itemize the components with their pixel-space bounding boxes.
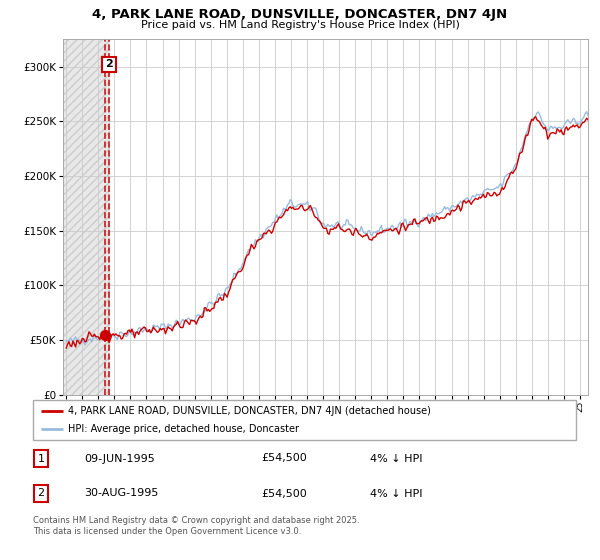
FancyBboxPatch shape [33, 400, 576, 440]
Text: 09-JUN-1995: 09-JUN-1995 [85, 454, 155, 464]
Text: 2: 2 [38, 488, 45, 498]
Text: 1: 1 [38, 454, 44, 464]
Text: 4, PARK LANE ROAD, DUNSVILLE, DONCASTER, DN7 4JN (detached house): 4, PARK LANE ROAD, DUNSVILLE, DONCASTER,… [68, 406, 431, 416]
Text: 2: 2 [105, 59, 113, 69]
Text: 30-AUG-1995: 30-AUG-1995 [85, 488, 159, 498]
Text: 4, PARK LANE ROAD, DUNSVILLE, DONCASTER, DN7 4JN: 4, PARK LANE ROAD, DUNSVILLE, DONCASTER,… [92, 8, 508, 21]
Text: 4% ↓ HPI: 4% ↓ HPI [370, 488, 422, 498]
Text: £54,500: £54,500 [261, 454, 307, 464]
Text: HPI: Average price, detached house, Doncaster: HPI: Average price, detached house, Donc… [68, 424, 299, 434]
Text: Price paid vs. HM Land Registry's House Price Index (HPI): Price paid vs. HM Land Registry's House … [140, 20, 460, 30]
Bar [63, 39, 110, 395]
Text: £54,500: £54,500 [261, 488, 307, 498]
Text: Contains HM Land Registry data © Crown copyright and database right 2025.
This d: Contains HM Land Registry data © Crown c… [33, 516, 359, 536]
Text: 4% ↓ HPI: 4% ↓ HPI [370, 454, 422, 464]
